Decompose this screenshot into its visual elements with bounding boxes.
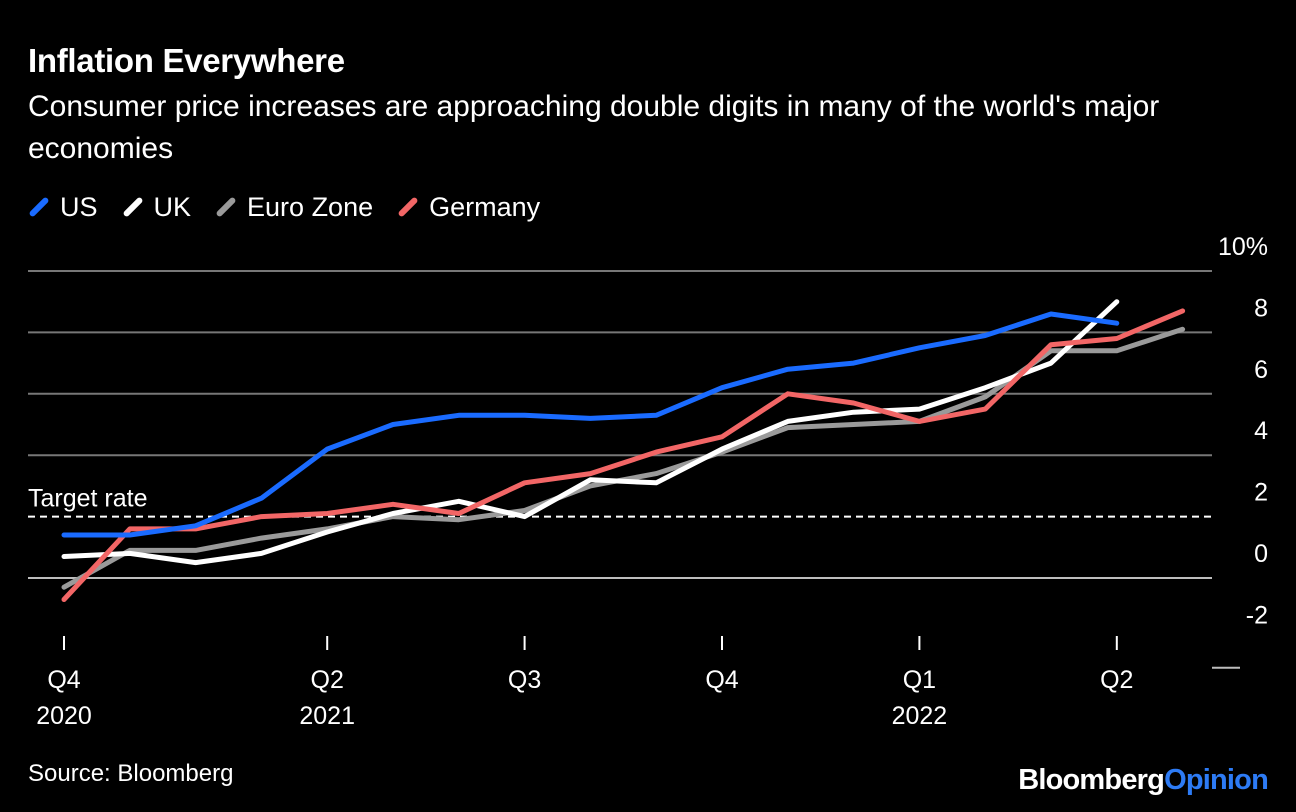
y-tick-label: 10% — [1218, 233, 1268, 261]
series-lines — [61, 299, 1186, 602]
x-tick-year-label: 2021 — [299, 702, 355, 730]
series-line-germany — [61, 308, 1186, 602]
legend-item-us: US — [28, 191, 98, 223]
legend: US UK Euro Zone Germany — [28, 190, 566, 224]
x-axis: Q4 2020 Q2 2021 Q3 Q4 Q1 2022 Q2 — [36, 636, 1133, 730]
x-tick-label: Q2 — [311, 666, 344, 694]
legend-label-germany: Germany — [429, 191, 541, 222]
target-rate-label: Target rate — [28, 485, 148, 513]
legend-label-euro-zone: Euro Zone — [247, 191, 374, 222]
y-tick-label: 0 — [1254, 540, 1268, 568]
x-tick-label: Q4 — [705, 666, 738, 694]
y-tick-label: -2 — [1246, 601, 1268, 629]
x-tick-year-label: 2022 — [892, 702, 948, 730]
legend-label-us: US — [60, 191, 98, 222]
legend-item-germany: Germany — [397, 191, 541, 223]
x-tick-label: Q2 — [1100, 666, 1133, 694]
source-note: Source: Bloomberg — [28, 760, 234, 787]
series-line-us — [61, 311, 1120, 538]
gridlines — [28, 270, 1240, 669]
x-tick-label: Q4 — [47, 666, 80, 694]
y-axis-tick-labels: 10% 8 6 4 2 0 -2 — [1218, 233, 1268, 629]
series-line-euro-zone — [61, 326, 1186, 590]
legend-item-uk: UK — [121, 191, 192, 223]
y-tick-label: 8 — [1254, 294, 1268, 322]
legend-label-uk: UK — [153, 191, 192, 222]
x-tick-label: Q1 — [903, 666, 936, 694]
x-tick-label: Q3 — [508, 666, 541, 694]
series-line-uk — [61, 299, 1120, 566]
y-tick-label: 4 — [1254, 417, 1268, 445]
y-tick-label: 2 — [1254, 479, 1268, 507]
brand-part2: Opinion — [1164, 764, 1269, 796]
bloomberg-opinion-logo: BloombergOpinion — [1018, 764, 1269, 797]
chart-subtitle: Consumer price increases are approaching… — [28, 90, 1160, 165]
brand-part1: Bloomberg — [1018, 764, 1165, 796]
x-tick-year-label: 2020 — [36, 702, 92, 730]
y-tick-label: 6 — [1254, 356, 1268, 384]
target-rate-line-group: Target rate — [28, 485, 1212, 518]
legend-item-euro-zone: Euro Zone — [215, 191, 374, 223]
chart-title: Inflation Everywhere — [28, 42, 345, 79]
